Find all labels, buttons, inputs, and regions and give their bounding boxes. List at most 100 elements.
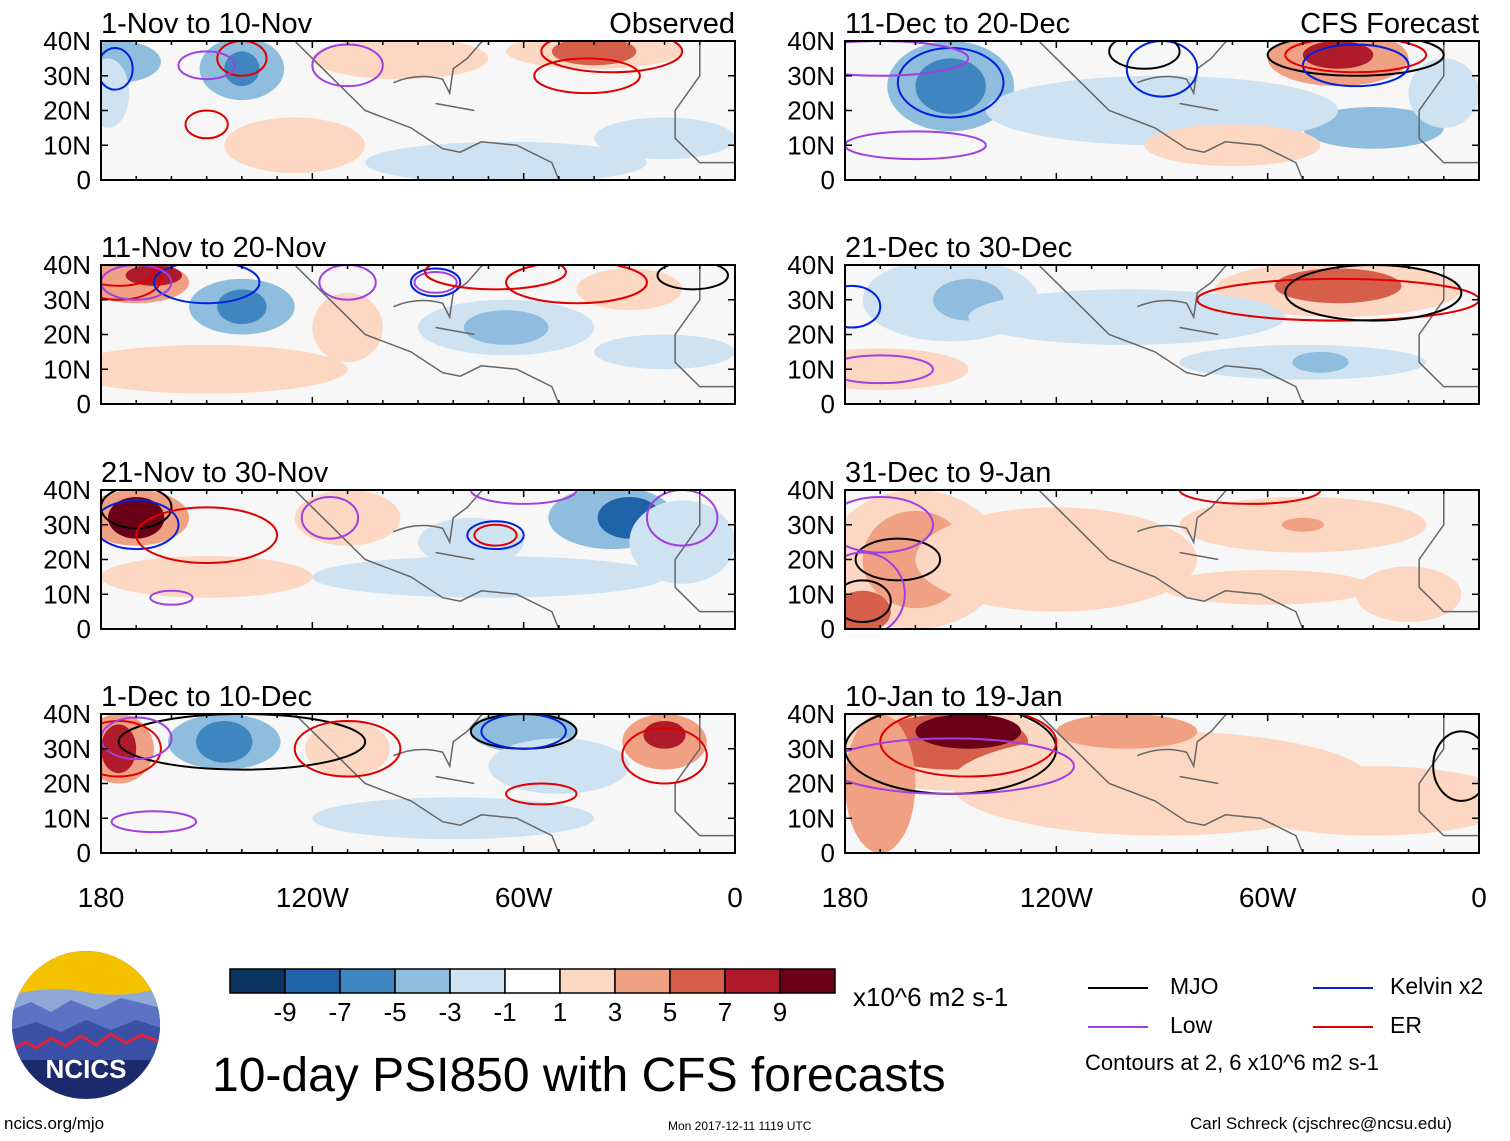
contour-line: [505, 265, 648, 305]
lat-label: 10N: [787, 130, 835, 160]
site-link[interactable]: ncics.org/mjo: [4, 1114, 105, 1133]
lat-label: 20N: [787, 320, 835, 350]
contour-line: [152, 265, 261, 305]
colorbar-tick-label: 1: [553, 997, 567, 1027]
timestamp: Mon 2017-12-11 1119 UTC: [668, 1119, 812, 1133]
lat-label: 10N: [43, 130, 91, 160]
contour-line: [177, 50, 236, 81]
contour-line: [300, 495, 360, 540]
contour-line: [117, 714, 367, 771]
coastline-caribbean: [1179, 551, 1219, 561]
colorbar-tick-label: -1: [493, 997, 516, 1027]
panel-title: 11-Dec to 20-Dec: [845, 8, 1070, 40]
contour-line: [1284, 41, 1428, 74]
anomaly-region: [576, 268, 683, 311]
panel-title: 1-Dec to 10-Dec: [101, 681, 312, 713]
coastline-caribbean: [435, 551, 475, 561]
panel-title: 1-Nov to 10-Nov: [101, 8, 313, 40]
panel-title: 21-Nov to 30-Nov: [101, 457, 329, 489]
lat-label: 0: [77, 838, 91, 868]
figure-title: 10-day PSI850 with CFS forecasts: [212, 1049, 946, 1102]
colorbar-swatch: [669, 968, 726, 994]
coastline-us: [1137, 714, 1228, 769]
lat-label: 30N: [787, 285, 835, 315]
contour-line: [413, 270, 458, 294]
contour-line: [879, 714, 1058, 778]
lon-label: 120W: [276, 882, 350, 913]
colorbar-swatch: [394, 968, 451, 994]
contour-line: [101, 265, 162, 301]
lat-label: 40N: [43, 250, 91, 280]
lon-label: 0: [1471, 882, 1487, 913]
colorbar-tick-label: -7: [328, 997, 351, 1027]
coastline-us: [1137, 265, 1228, 320]
contour-line: [101, 265, 155, 287]
contour-line: [621, 726, 708, 785]
legend-contour-note: Contours at 2, 6 x10^6 m2 s-1: [1085, 1050, 1380, 1075]
lat-label: 40N: [787, 250, 835, 280]
coastline-americas: [294, 714, 560, 853]
panel-title: 10-Jan to 19-Jan: [845, 681, 1063, 713]
contour-line: [293, 719, 402, 778]
colorbar-swatch: [559, 968, 616, 994]
anomaly-region: [101, 556, 313, 598]
contour-line: [1432, 730, 1479, 802]
anomaly-region: [845, 348, 969, 391]
lat-label: 0: [821, 838, 835, 868]
contour-line: [1108, 41, 1181, 70]
contour-line: [505, 782, 578, 806]
lat-label: 30N: [787, 734, 835, 764]
colorbar-tick-label: -9: [273, 997, 296, 1027]
anomaly-region: [294, 490, 401, 546]
legend-er-line: [1313, 1026, 1373, 1028]
lon-label: 180: [822, 882, 869, 913]
lon-label: 180: [78, 882, 125, 913]
contour-line: [845, 130, 987, 161]
anomaly-region: [915, 507, 1198, 612]
coastline-africa: [1418, 714, 1479, 837]
contour-line: [533, 57, 641, 95]
map-panel-2: 40N 30N 20N 10N 0 11-Nov to 20-Nov: [43, 232, 736, 419]
lat-label: 20N: [43, 545, 91, 575]
lat-label: 40N: [43, 475, 91, 505]
lat-label: 30N: [787, 510, 835, 540]
contour-line: [184, 109, 229, 140]
coastline-americas: [1038, 714, 1304, 853]
lat-label: 10N: [787, 579, 835, 609]
coastline-us: [393, 714, 484, 769]
contour-line: [1284, 265, 1463, 322]
anomaly-region: [101, 344, 348, 394]
contour-line: [409, 267, 462, 298]
contour-line: [845, 495, 935, 554]
lat-label: 10N: [787, 803, 835, 833]
anomaly-region: [217, 289, 267, 325]
contour-line: [845, 551, 906, 629]
anomaly-region: [196, 720, 253, 763]
panel-tag: CFS Forecast: [1300, 8, 1479, 40]
lat-label: 20N: [787, 96, 835, 126]
lat-label: 20N: [43, 320, 91, 350]
anomaly-region: [1232, 766, 1479, 836]
coastline-caribbean: [1179, 326, 1219, 336]
anomaly-region: [101, 724, 137, 774]
lon-label: 60W: [1239, 882, 1297, 913]
coastline-caribbean: [435, 775, 475, 785]
anomaly-region: [594, 117, 735, 160]
anomaly-region: [1302, 107, 1444, 149]
anomaly-region: [312, 797, 595, 840]
anomaly-region: [1302, 41, 1374, 69]
contour-line: [101, 46, 134, 91]
map-panel-3: 40N 30N 20N 10N 0 21-Nov to 30-Nov: [43, 457, 736, 644]
lat-label: 0: [821, 614, 835, 644]
contour-line: [318, 265, 377, 301]
contour-line: [854, 537, 942, 582]
panel-title: 11-Nov to 20-Nov: [101, 232, 327, 264]
contour-line: [466, 520, 525, 551]
map-panel-7: 40N 30N 20N 10N 0 31-Dec to 9-Jan: [787, 457, 1480, 644]
map-panel-1: 40N 30N 20N 10N 0 1-Nov to 10-Nov Observed: [43, 8, 736, 195]
anomaly-region: [1056, 714, 1198, 749]
legend-low-line: [1088, 1026, 1148, 1028]
coastline-americas: [294, 41, 560, 180]
anomaly-region: [312, 556, 665, 598]
colorbar-unit: x10^6 m2 s-1: [853, 982, 1009, 1012]
